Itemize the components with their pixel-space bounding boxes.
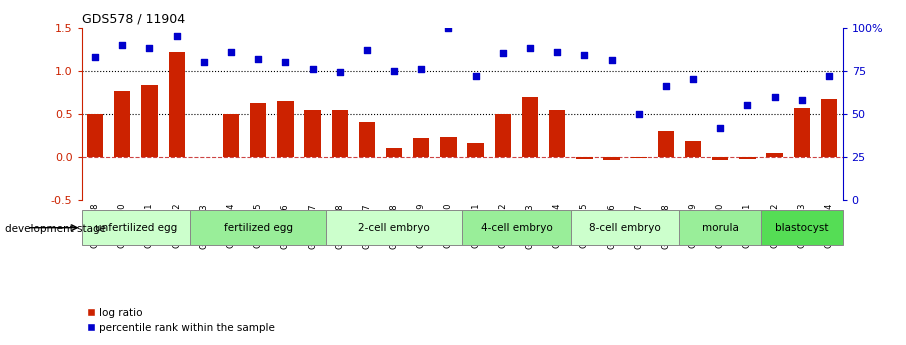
Bar <box>522 97 538 157</box>
Bar <box>82 210 190 245</box>
Bar <box>326 210 462 245</box>
Bar <box>603 157 620 159</box>
Bar <box>332 110 348 157</box>
Bar <box>467 143 484 157</box>
Point <box>795 97 809 103</box>
Point <box>550 49 564 55</box>
Bar <box>87 114 103 157</box>
Legend: log ratio, percentile rank within the sample: log ratio, percentile rank within the sa… <box>87 308 275 333</box>
Point <box>305 66 320 72</box>
Bar <box>462 210 571 245</box>
Point <box>115 42 130 48</box>
Point <box>713 125 728 130</box>
Bar <box>141 85 158 157</box>
Point <box>360 47 374 53</box>
Point <box>631 111 646 117</box>
Text: development stage: development stage <box>5 225 105 234</box>
Bar <box>440 137 457 157</box>
Bar <box>277 101 294 157</box>
Bar <box>658 131 674 157</box>
Point <box>387 68 401 73</box>
Point <box>441 25 456 30</box>
Bar <box>821 99 837 157</box>
Text: fertilized egg: fertilized egg <box>224 223 293 233</box>
Point <box>333 70 347 75</box>
Text: 2-cell embryo: 2-cell embryo <box>358 223 430 233</box>
Point <box>414 66 429 72</box>
Bar <box>685 141 701 157</box>
Bar <box>413 138 429 157</box>
Text: blastocyst: blastocyst <box>775 223 829 233</box>
Point <box>659 83 673 89</box>
Bar <box>250 103 266 157</box>
Bar <box>114 91 130 157</box>
Text: GDS578 / 11904: GDS578 / 11904 <box>82 12 185 25</box>
Bar <box>766 152 783 157</box>
Point <box>88 54 102 60</box>
Bar <box>712 157 728 160</box>
Text: 8-cell embryo: 8-cell embryo <box>589 223 661 233</box>
Point <box>822 73 836 79</box>
Point <box>496 51 510 56</box>
Bar <box>169 52 185 157</box>
Point <box>577 52 592 58</box>
Point <box>142 46 157 51</box>
Text: 4-cell embryo: 4-cell embryo <box>480 223 553 233</box>
Point <box>278 59 293 65</box>
Point <box>740 102 755 108</box>
Bar <box>190 210 326 245</box>
Bar <box>571 210 680 245</box>
Bar <box>359 122 375 157</box>
Point <box>523 46 537 51</box>
Point <box>686 77 700 82</box>
Point <box>767 94 782 99</box>
Point <box>224 49 238 55</box>
Bar <box>576 157 593 159</box>
Bar <box>304 110 321 157</box>
Bar <box>223 114 239 157</box>
Bar <box>549 110 565 157</box>
Text: morula: morula <box>702 223 738 233</box>
Point <box>251 56 265 61</box>
Bar <box>794 108 810 157</box>
Bar <box>761 210 843 245</box>
Point <box>197 59 211 65</box>
Point <box>468 73 483 79</box>
Bar <box>739 157 756 159</box>
Bar <box>386 148 402 157</box>
Point <box>169 33 184 39</box>
Bar <box>631 157 647 158</box>
Point <box>604 58 619 63</box>
Bar <box>495 114 511 157</box>
Bar <box>680 210 761 245</box>
Text: unfertilized egg: unfertilized egg <box>95 223 177 233</box>
